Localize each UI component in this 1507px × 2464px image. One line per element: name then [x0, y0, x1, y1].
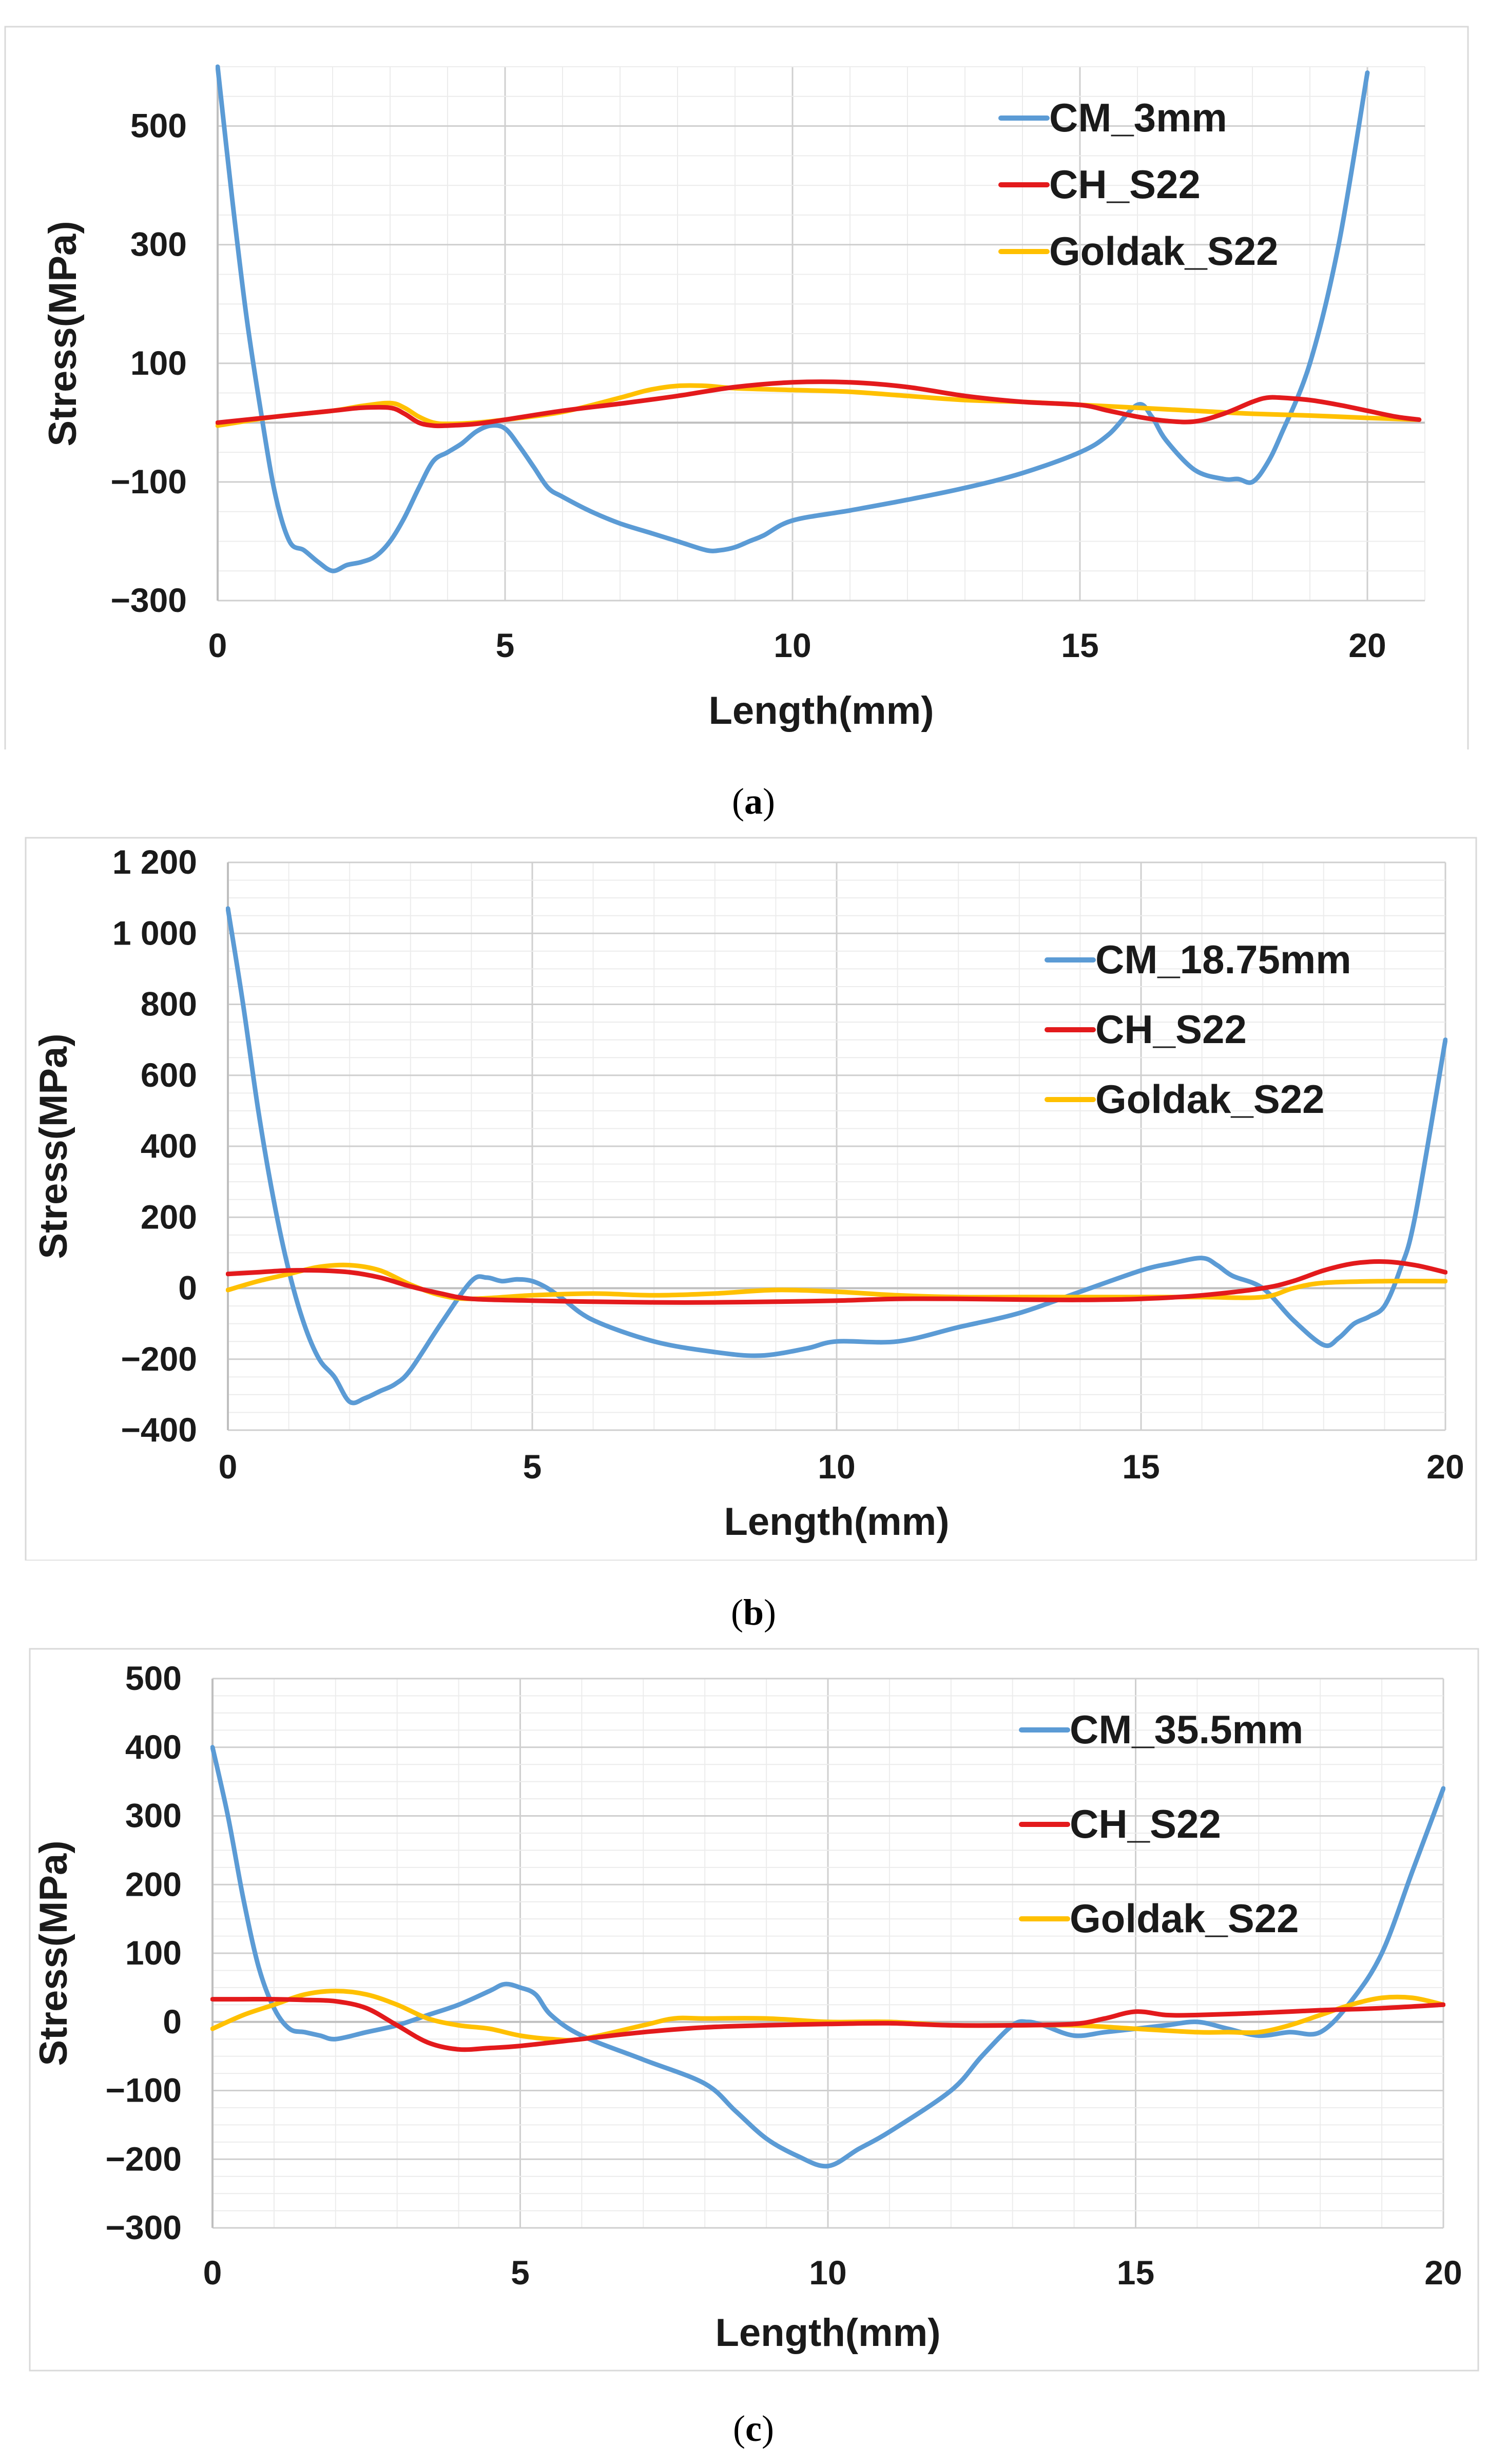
x-tick-label: 20	[1426, 1448, 1464, 1486]
gridlines-a	[217, 66, 1425, 602]
y-tick-label: 1 200	[112, 843, 197, 881]
y-tick-label: −400	[121, 1411, 197, 1449]
y-tick-label: −200	[121, 1340, 197, 1378]
series-line-ch-s22	[210, 1997, 1445, 2052]
y-tick-label: 0	[178, 1269, 197, 1307]
y-tick-label: 500	[130, 107, 187, 145]
chart-svg-a: −300 −100 100 300 500 0 5 10 15 20 Length(mm) Stres…	[4, 26, 1469, 749]
legend-b: CM_18.75mm CH_S22 Goldak_S22	[1045, 937, 1351, 1122]
series-line-cm-3mm	[216, 64, 1370, 573]
y-tick-label: 600	[141, 1056, 197, 1094]
y-tick-label: −300	[110, 581, 187, 619]
chart-border-b	[25, 837, 1477, 1561]
caption-c: (c)	[733, 2408, 774, 2449]
chart-panel-c: −300 −200 −100 0 100 200 300 400 500 0 5 10 15 20 Leng…	[0, 1648, 1507, 2372]
y-axis-label: Stress(MPa)	[32, 1033, 75, 1259]
y-tick-label: −100	[105, 2071, 182, 2109]
y-axis-label: Stress(MPa)	[41, 221, 85, 446]
x-axis-label: Length(mm)	[708, 689, 934, 733]
x-axis-label: Length(mm)	[715, 2311, 940, 2355]
chart-panel-b: −400 −200 0 200 400 600 800 1 000 1 200 0 5 10 15 20 L…	[0, 837, 1507, 1561]
legend-label: CH_S22	[1049, 162, 1201, 207]
y-tick-label: 100	[130, 344, 187, 382]
y-tick-label: 800	[141, 985, 197, 1023]
legend-label: Goldak_S22	[1095, 1076, 1325, 1122]
y-tick-label: 300	[125, 1797, 182, 1835]
x-tick-label: 15	[1122, 1448, 1160, 1486]
y-axis-label: Stress(MPa)	[32, 1840, 75, 2066]
legend-label: CM_35.5mm	[1070, 1707, 1303, 1752]
y-tick-label: 200	[141, 1198, 197, 1236]
x-tick-label: 10	[818, 1448, 855, 1486]
y-tick-label: 0	[163, 2003, 182, 2040]
series-line-goldak-s22	[216, 383, 1422, 428]
y-tick-label: 100	[125, 1934, 182, 1972]
legend-a: CM_3mm CH_S22 Goldak_S22	[998, 95, 1279, 274]
series-line-ch-s22	[226, 1259, 1447, 1305]
chart-border-c	[29, 1648, 1479, 2372]
legend-c: CM_35.5mm CH_S22 Goldak_S22	[1019, 1707, 1303, 1941]
x-tick-label: 0	[208, 626, 227, 664]
gridlines-b	[227, 861, 1446, 1431]
x-tick-label: 5	[523, 1448, 542, 1486]
caption-c-label: c	[745, 2408, 762, 2449]
caption-b: (b)	[730, 1592, 776, 1633]
y-tick-label: 500	[125, 1659, 182, 1697]
x-tick-label: 10	[809, 2254, 846, 2292]
caption-a-label: a	[744, 781, 763, 822]
x-tick-label: 5	[496, 626, 515, 664]
caption-a: (a)	[732, 781, 775, 822]
y-tick-label: 400	[125, 1728, 182, 1766]
x-tick-label: 15	[1117, 2254, 1154, 2292]
x-tick-label: 10	[774, 626, 811, 664]
x-tick-label: 20	[1424, 2254, 1462, 2292]
y-tick-label: 200	[125, 1865, 182, 1903]
legend-label: CH_S22	[1095, 1007, 1247, 1052]
legend-label: Goldak_S22	[1070, 1896, 1299, 1941]
series-line-goldak-s22	[226, 1262, 1447, 1301]
chart-svg-b: −400 −200 0 200 400 600 800 1 000 1 200 0 5 10 15 20 L…	[25, 837, 1477, 1561]
legend-label: CM_18.75mm	[1095, 937, 1351, 982]
legend-label: CH_S22	[1070, 1801, 1221, 1846]
x-tick-label: 20	[1348, 626, 1386, 664]
y-tick-label: 400	[141, 1127, 197, 1165]
x-axis-label: Length(mm)	[724, 1500, 949, 1544]
x-tick-label: 0	[219, 1448, 238, 1486]
x-tick-label: 5	[511, 2254, 530, 2292]
gridlines-c	[211, 1678, 1444, 2229]
y-tick-label: 1 000	[112, 914, 197, 952]
caption-b-label: b	[743, 1592, 764, 1633]
y-tick-label: −100	[110, 463, 187, 500]
chart-border-a	[4, 26, 1469, 749]
legend-label: Goldak_S22	[1049, 228, 1279, 274]
chart-svg-c: −300 −200 −100 0 100 200 300 400 500 0 5 10 15 20 Leng…	[29, 1648, 1479, 2372]
series-line-goldak-s22	[210, 1989, 1445, 2043]
series-line-ch-s22	[216, 379, 1422, 429]
series-line-cm-18-75mm	[226, 906, 1447, 1406]
x-tick-label: 15	[1061, 626, 1098, 664]
chart-panel-a: −300 −100 100 300 500 0 5 10 15 20 Length(mm) Stres…	[0, 26, 1507, 749]
y-tick-label: −300	[105, 2208, 182, 2246]
y-tick-label: 300	[130, 225, 187, 263]
y-tick-label: −200	[105, 2140, 182, 2178]
legend-label: CM_3mm	[1049, 95, 1227, 140]
x-tick-label: 0	[203, 2254, 222, 2292]
